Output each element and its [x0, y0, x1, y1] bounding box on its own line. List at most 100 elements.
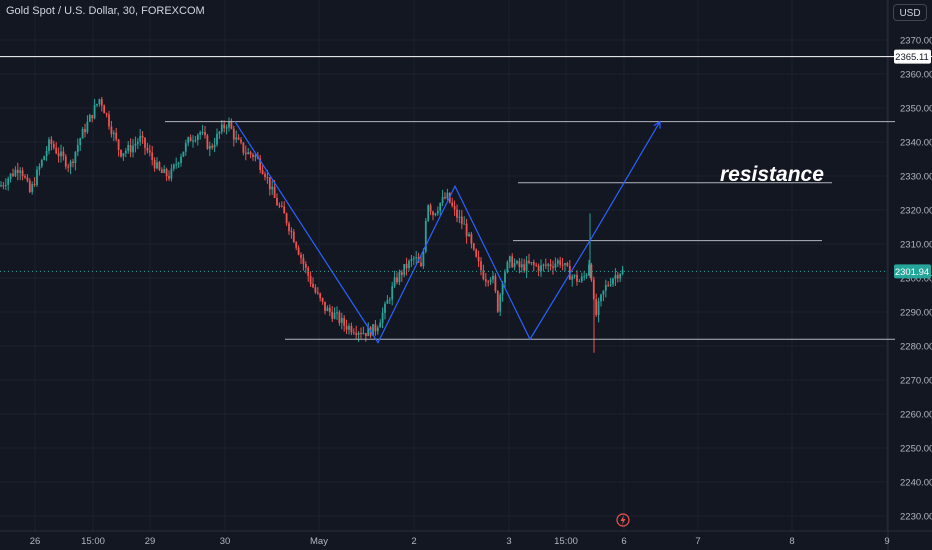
candle-body — [220, 124, 223, 132]
candle-body — [386, 300, 389, 304]
resistance-label: resistance — [720, 163, 824, 186]
candle-body — [564, 263, 566, 265]
candle-body — [451, 202, 454, 206]
candle-body — [26, 177, 29, 181]
candle-body — [441, 196, 444, 203]
candle-body — [580, 276, 583, 282]
candle-body — [336, 312, 338, 314]
candle-body — [405, 263, 408, 269]
time-tick-label: May — [310, 536, 328, 547]
candle-body — [460, 216, 463, 224]
candle-body — [379, 322, 382, 328]
candle-body — [585, 274, 588, 277]
candle-body — [40, 159, 43, 167]
candle-body — [304, 263, 307, 268]
candle-body — [36, 169, 38, 186]
price-tick-label: 2250.00 — [900, 444, 932, 455]
candle-body — [501, 282, 504, 295]
time-tick-label: 15:00 — [81, 536, 105, 547]
candle-body — [309, 275, 312, 284]
candle-body — [7, 178, 10, 185]
candle-body — [396, 277, 398, 283]
candle-body — [261, 169, 264, 174]
candle-body — [0, 185, 2, 187]
candle-body — [468, 233, 470, 237]
candle-body — [321, 297, 324, 302]
candle-body — [400, 272, 403, 275]
candle-body — [213, 144, 216, 148]
time-tick-label: 2 — [411, 536, 416, 547]
candle-body — [381, 312, 384, 323]
candle-body — [292, 231, 295, 243]
candle-body — [268, 177, 271, 190]
candle-body — [465, 223, 468, 237]
candle-body — [482, 270, 485, 280]
candle-body — [316, 292, 319, 294]
candle-body — [199, 132, 202, 135]
candle-body — [516, 261, 518, 264]
candle-body — [537, 265, 540, 272]
candle-body — [249, 152, 252, 155]
candle-body — [364, 332, 367, 337]
candle-body — [151, 152, 154, 160]
price-tick-label: 2290.00 — [900, 308, 932, 319]
candle-body — [237, 137, 240, 140]
candle-body — [338, 312, 341, 323]
price-tick-label: 2350.00 — [900, 104, 932, 115]
candle-body — [74, 151, 77, 164]
price-tick-label: 2240.00 — [900, 478, 932, 489]
price-tick-label: 2280.00 — [900, 342, 932, 353]
candle-body — [372, 324, 374, 336]
candle-body — [499, 294, 502, 312]
candle-body — [511, 256, 514, 268]
candle-body — [172, 164, 175, 169]
candle-body — [326, 307, 329, 311]
candle-body — [535, 264, 538, 266]
candle-body — [242, 142, 245, 153]
lightning-bolt-icon[interactable] — [616, 513, 630, 527]
price-tick-label: 2370.00 — [900, 36, 932, 47]
candle-body — [19, 170, 22, 173]
time-tick-label: 26 — [30, 536, 41, 547]
candle-body — [528, 260, 530, 263]
candle-body — [612, 278, 614, 285]
candle-body — [201, 132, 204, 134]
candle-body — [230, 121, 233, 129]
candle-body — [76, 145, 79, 152]
candle-body — [300, 254, 302, 258]
candle-body — [283, 206, 286, 214]
candle-body — [194, 140, 197, 142]
candle-body — [110, 126, 113, 135]
candle-body — [388, 299, 391, 301]
candle-body — [314, 287, 317, 293]
candle-body — [374, 324, 377, 332]
candle-body — [240, 139, 242, 143]
candle-body — [168, 176, 170, 179]
candle-body — [436, 210, 439, 214]
candle-body — [319, 293, 322, 298]
candle-body — [103, 105, 106, 114]
candle-body — [588, 264, 590, 275]
price-tick-label: 2310.00 — [900, 240, 932, 251]
candle-body — [312, 283, 314, 288]
candle-body — [422, 251, 425, 267]
candle-body — [348, 325, 350, 330]
candle-body — [216, 133, 218, 145]
candle-body — [235, 137, 238, 140]
candle-body — [88, 115, 91, 122]
price-tick-label: 2360.00 — [900, 70, 932, 81]
candle-body — [232, 128, 235, 140]
candle-body — [403, 263, 406, 275]
candle-body — [69, 161, 72, 168]
currency-button[interactable]: USD — [893, 4, 927, 21]
candle-body — [384, 303, 386, 313]
candle-body — [84, 128, 86, 133]
candle-body — [141, 135, 144, 138]
candle-body — [206, 135, 209, 149]
candle-body — [331, 311, 334, 319]
marked-price-label: 2365.11 — [895, 52, 929, 63]
candle-body — [616, 274, 619, 279]
price-tick-label: 2230.00 — [900, 512, 932, 523]
